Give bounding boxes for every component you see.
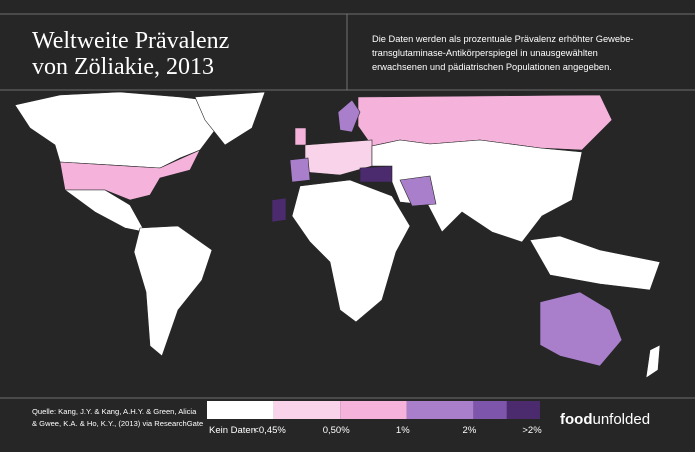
- brand-light: unfolded: [592, 411, 650, 428]
- greenland: [194, 91, 266, 146]
- legend-label: Kein Daten: [209, 425, 256, 436]
- turkey: [359, 165, 393, 183]
- iran: [399, 175, 437, 207]
- southeast-asia: [529, 235, 661, 291]
- description: erwachsenen und pädiatrischen Population…: [372, 62, 612, 72]
- legend-label: 0,50%: [323, 425, 350, 436]
- description: Die Daten werden als prozentuale Prävale…: [372, 34, 634, 44]
- title: Weltweite Prävalenz: [32, 28, 229, 54]
- legend-label: >2%: [522, 425, 542, 436]
- legend: Kein Daten<0,45% 0,50% 1% 2% >2%: [207, 401, 542, 436]
- legend-swatch: [340, 401, 407, 419]
- australia: [539, 291, 623, 367]
- brand-bold: food: [560, 411, 592, 428]
- legend-label: <0,45%: [253, 425, 286, 436]
- uk: [294, 127, 307, 146]
- title: von Zöliakie, 2013: [32, 54, 214, 80]
- source: & Gwee, K.A. & Ho, K.Y., (2013) via Rese…: [32, 419, 203, 428]
- description: transglutaminase-Antikörperspiegel in un…: [372, 48, 598, 58]
- source: Quelle: Kang, J.Y. & Kang, A.H.Y. & Gree…: [32, 407, 197, 416]
- legend-swatch: [273, 401, 341, 419]
- brand: foodunfolded: [560, 411, 650, 428]
- south-america: [133, 225, 213, 357]
- legend-swatch: [406, 401, 474, 419]
- western-sahara: [271, 197, 287, 223]
- world-map: [14, 91, 661, 379]
- new-zealand: [645, 344, 661, 379]
- legend-swatch: [506, 401, 540, 419]
- iberia: [289, 157, 311, 183]
- scandinavia: [337, 99, 361, 133]
- legend-label: 1%: [396, 425, 410, 436]
- africa: [291, 179, 411, 323]
- legend-label: 2%: [463, 425, 477, 436]
- asia: [371, 139, 583, 243]
- legend-swatch: [207, 401, 274, 419]
